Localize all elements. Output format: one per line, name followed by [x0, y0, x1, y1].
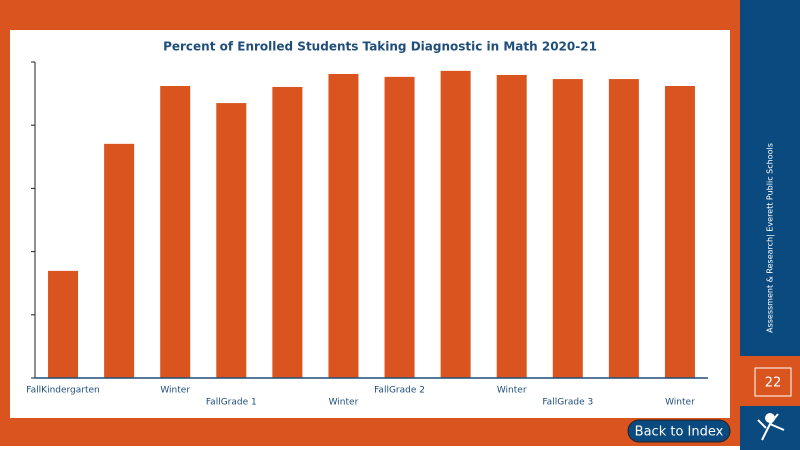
bar — [384, 76, 415, 379]
page-number-box — [754, 367, 792, 397]
x-tick-label: FallGrade 1 — [206, 398, 257, 408]
bar — [608, 79, 639, 379]
logo — [757, 413, 785, 441]
x-tick-label: Winter — [665, 398, 695, 408]
page-number: 22 — [765, 376, 782, 391]
back-button[interactable] — [627, 419, 731, 443]
bar — [104, 143, 135, 378]
x-tick-label: FallKindergarten — [26, 386, 99, 396]
x-tick-label: FallGrade 2 — [374, 386, 425, 396]
logo-area — [740, 406, 800, 450]
x-tick-label: Winter — [497, 386, 527, 396]
bar — [552, 79, 583, 379]
x-tick-label: FallGrade 3 — [542, 398, 593, 408]
back-button-label[interactable]: Back to Index — [635, 425, 724, 440]
bar — [272, 86, 303, 379]
bar — [664, 86, 695, 379]
x-tick-label: Winter — [160, 386, 190, 396]
x-tick-label: Winter — [329, 398, 359, 408]
sidebar — [740, 0, 800, 356]
chart-title: Percent of Enrolled Students Taking Diag… — [163, 40, 597, 54]
sidebar-text: Assessment & Research| Everett Public Sc… — [766, 143, 775, 333]
bar — [496, 74, 527, 379]
bar — [440, 70, 471, 379]
bar — [216, 103, 247, 378]
bar — [48, 270, 79, 378]
bar — [160, 86, 191, 379]
bar — [328, 74, 359, 379]
